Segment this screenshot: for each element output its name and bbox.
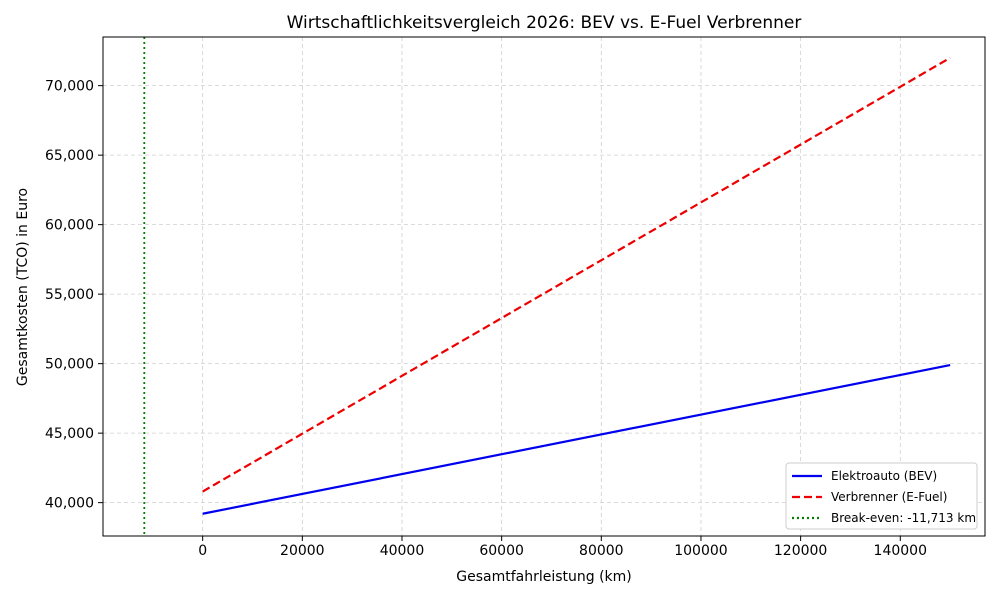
x-tick-label: 40000 [380,543,425,559]
legend-entry: Verbrenner (E-Fuel) [831,490,947,504]
y-tick-label: 70,000 [45,79,94,95]
series-line [202,363,951,515]
y-axis-label: Gesamtkosten (TCO) in Euro [15,188,31,386]
plot-data [143,37,951,536]
legend-entry: Break-even: -11,713 km [831,511,976,525]
x-tick-label: 120000 [774,543,827,559]
x-tick-label: 80000 [579,543,624,559]
chart-title: Wirtschaftlichkeitsvergleich 2026: BEV v… [287,13,802,33]
x-tick-label: 0 [198,543,207,559]
legend: Elektroauto (BEV) Verbrenner (E-Fuel) Brea… [785,462,978,530]
legend-entry: Elektroauto (BEV) [831,469,937,483]
y-tick-label: 65,000 [45,148,94,164]
x-tick-label: 60000 [479,543,524,559]
y-tick-label: 45,000 [45,426,94,442]
x-axis-label: Gesamtfahrleistung (km) [456,569,632,585]
y-tick-label: 50,000 [45,357,94,373]
ticks: 0 20000 40000 60000 80000 100000 120000 140000 4… [45,79,927,559]
y-tick-label: 55,000 [45,287,94,303]
x-tick-label: 140000 [874,543,927,559]
y-tick-label: 40,000 [45,496,94,512]
x-tick-label: 100000 [674,543,727,559]
plot-frame [102,36,986,537]
grid [103,37,985,536]
legend-box [785,462,978,530]
x-tick-label: 20000 [280,543,325,559]
series-line [202,56,951,493]
y-tick-label: 60,000 [45,218,94,234]
